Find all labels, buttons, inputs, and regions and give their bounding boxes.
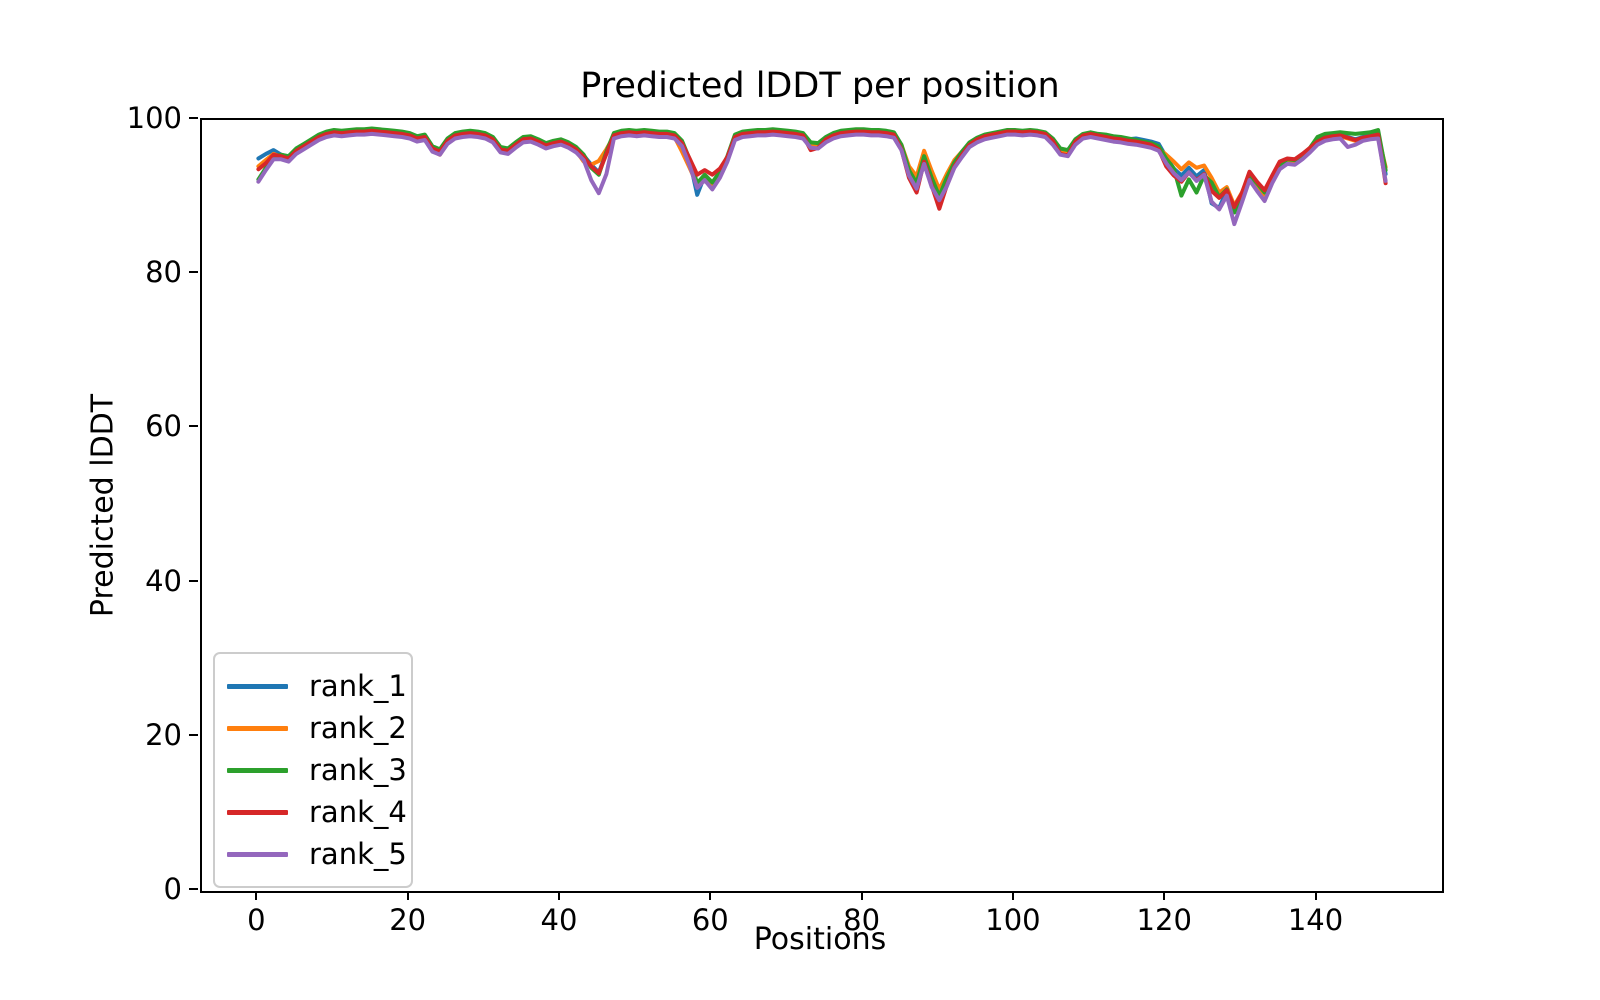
legend-label: rank_2 <box>309 711 407 745</box>
legend-item-rank-4: rank_4 <box>227 791 411 833</box>
x-axis-label: Positions <box>753 922 887 957</box>
y-tick-mark <box>189 117 198 119</box>
y-tick-label: 0 <box>163 872 182 906</box>
x-tick-label: 20 <box>389 903 427 937</box>
x-tick-label: 40 <box>540 903 578 937</box>
series-plot <box>256 126 1388 227</box>
rank-3-line-swatch <box>227 767 288 773</box>
y-tick-mark <box>189 579 198 582</box>
x-tick-mark <box>709 891 712 900</box>
y-tick-mark <box>189 425 198 428</box>
x-tick-label: 100 <box>985 903 1041 937</box>
y-axis-label: Predicted lDDT <box>85 393 121 618</box>
rank-5-line-swatch <box>227 851 288 857</box>
series-line-rank_5 <box>256 131 1388 227</box>
x-tick-mark <box>1011 891 1014 900</box>
legend-item-rank-1: rank_1 <box>227 665 411 707</box>
legend-label: rank_1 <box>309 669 407 703</box>
x-tick-mark <box>255 891 258 900</box>
y-tick-mark <box>189 271 198 274</box>
legend-label: rank_5 <box>309 837 407 871</box>
rank-4-line-swatch <box>227 809 288 815</box>
rank-1-line-swatch <box>227 683 288 689</box>
legend-label: rank_4 <box>309 795 407 829</box>
chart-title: Predicted lDDT per position <box>580 66 1060 106</box>
legend-item-rank-5: rank_5 <box>227 833 411 875</box>
x-tick-label: 60 <box>691 903 729 937</box>
x-tick-mark <box>1163 891 1166 900</box>
y-tick-label: 60 <box>145 409 182 444</box>
legend-item-rank-2: rank_2 <box>227 707 411 749</box>
y-tick-label: 100 <box>126 101 182 135</box>
x-tick-mark <box>860 891 863 900</box>
x-tick-mark <box>557 891 560 900</box>
legend-item-rank-3: rank_3 <box>227 749 411 791</box>
x-tick-label: 0 <box>247 903 266 937</box>
x-tick-label: 140 <box>1287 903 1344 937</box>
y-tick-mark <box>189 888 198 890</box>
rank-2-line-swatch <box>227 725 288 731</box>
x-tick-label: 80 <box>843 903 881 937</box>
legend: rank_1 rank_2 rank_3 rank_4 rank_5 <box>213 652 413 888</box>
x-tick-mark <box>1314 891 1317 900</box>
legend-label: rank_3 <box>309 753 407 787</box>
y-tick-label: 20 <box>145 717 182 752</box>
x-tick-label: 120 <box>1136 903 1192 937</box>
y-tick-mark <box>189 733 198 736</box>
y-tick-label: 40 <box>145 563 182 598</box>
y-tick-label: 80 <box>145 255 182 290</box>
x-tick-mark <box>406 891 409 900</box>
